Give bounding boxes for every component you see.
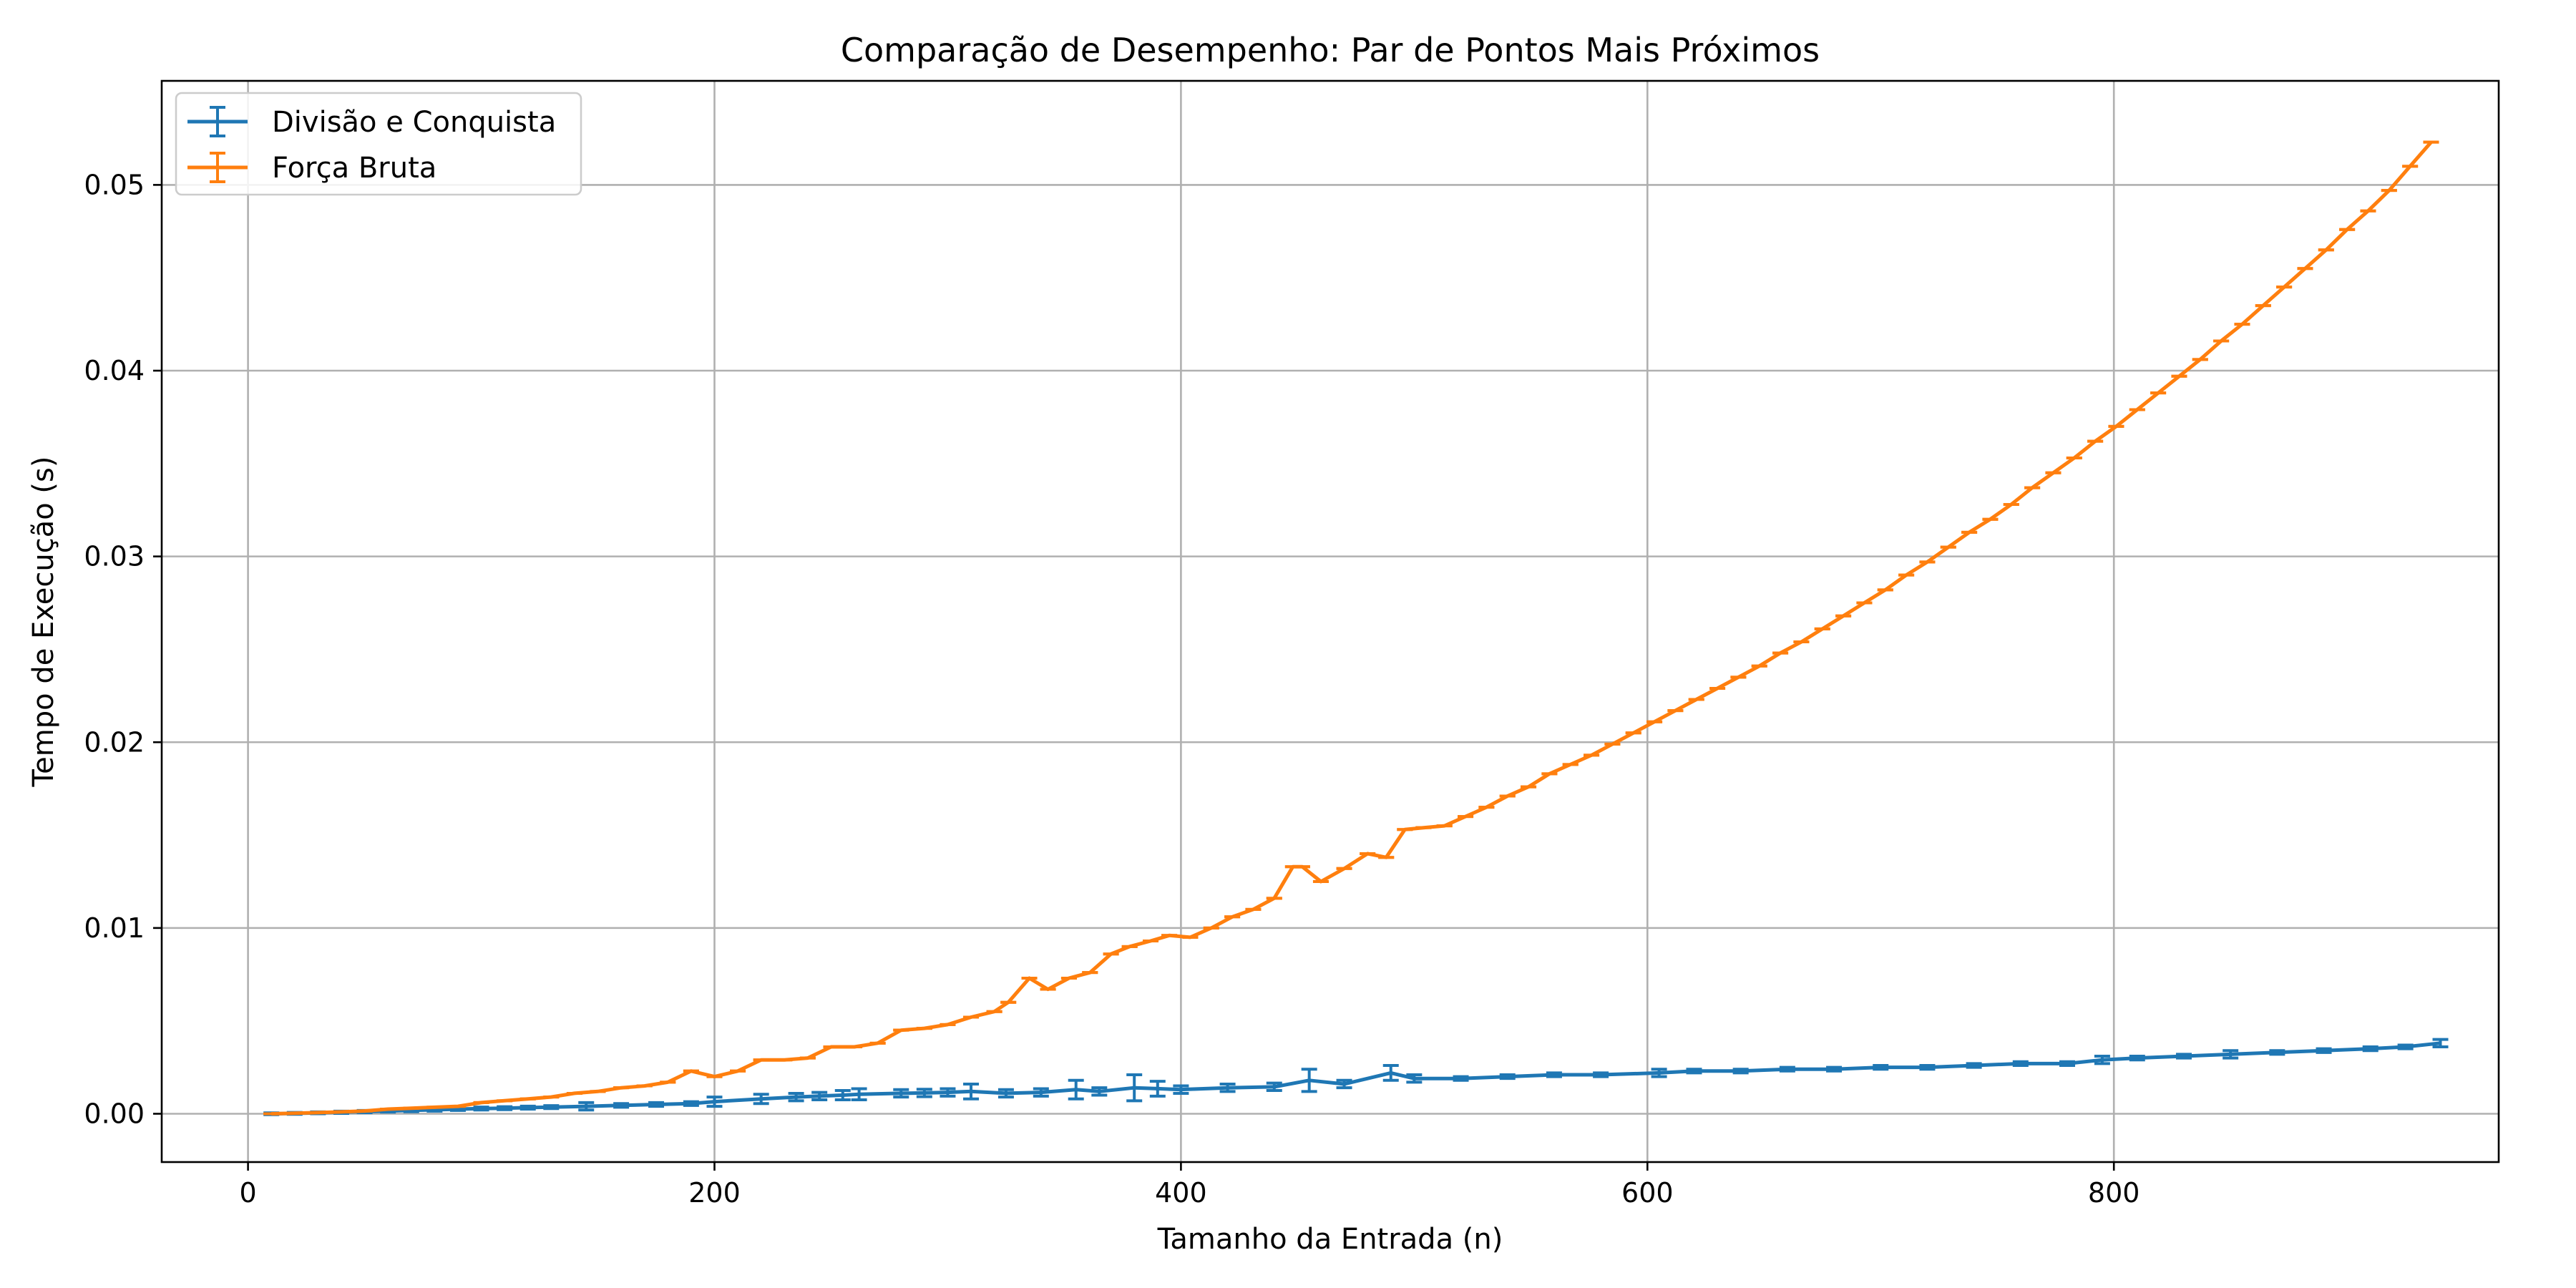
error-bar [1068, 1078, 1084, 1101]
error-bar [1546, 1071, 1562, 1078]
error-bar [2269, 1049, 2285, 1056]
series-layer [263, 140, 2449, 1116]
y-tick-label: 0.01 [84, 912, 145, 944]
error-bar [1033, 1087, 1049, 1098]
error-bar [1453, 1075, 1469, 1082]
y-tick-label: 0.03 [84, 541, 145, 572]
error-bar [1301, 1068, 1317, 1093]
error-bar [2175, 1053, 2192, 1060]
x-tick-label: 200 [688, 1177, 741, 1209]
error-bar [1266, 1081, 1282, 1093]
ticks: 0 200 400 600 800 0.00 0.01 0.02 0.03 0.04 0.05 [84, 169, 2140, 1209]
error-bar [2316, 1047, 2332, 1054]
error-bar [997, 1088, 1014, 1099]
error-bar [788, 1091, 804, 1103]
error-bar [2397, 1043, 2414, 1050]
error-bar [683, 1100, 699, 1107]
error-bar [2432, 1038, 2449, 1049]
error-bar [519, 1104, 536, 1111]
error-bar [811, 1091, 828, 1102]
legend-label: Divisão e Conquista [272, 106, 556, 139]
series-2 [263, 140, 2439, 1116]
legend: Divisão e Conquista Força Bruta [175, 92, 582, 196]
error-bar [893, 1088, 909, 1099]
series-1 [263, 1038, 2449, 1116]
error-bar [1779, 1065, 1795, 1073]
y-tick-label: 0.00 [84, 1098, 145, 1129]
x-axis-label: Tamanho da Entrada (n) [1157, 1223, 1503, 1256]
chart-title: Comparação de Desempenho: Par de Pontos … [841, 31, 1820, 69]
error-bar [1966, 1062, 1982, 1069]
error-bar [1149, 1080, 1166, 1098]
error-bar [2094, 1055, 2110, 1065]
error-bar [1499, 1073, 1516, 1080]
error-bar [834, 1089, 851, 1102]
x-tick-label: 600 [1621, 1177, 1674, 1209]
error-bar [963, 1082, 980, 1101]
x-tick-label: 0 [240, 1177, 257, 1209]
error-bar [753, 1093, 769, 1106]
error-bar [2129, 1055, 2145, 1062]
error-bar [2012, 1060, 2029, 1067]
legend-box [175, 92, 582, 196]
error-bar [1732, 1068, 1749, 1075]
error-bar [613, 1102, 630, 1109]
error-bar [1336, 1078, 1352, 1090]
error-bar [706, 1096, 723, 1108]
series-line [271, 141, 2433, 1116]
error-bar [2059, 1060, 2075, 1067]
error-bar [1173, 1084, 1189, 1095]
error-bar [648, 1101, 665, 1108]
legend-item: Força Bruta [187, 152, 436, 185]
error-bar [543, 1104, 560, 1111]
error-bar [1873, 1063, 1889, 1071]
y-tick-label: 0.04 [84, 355, 145, 386]
error-bar [940, 1087, 956, 1098]
x-tick-label: 400 [1155, 1177, 1207, 1209]
error-bar [1219, 1082, 1236, 1093]
legend-item: Divisão e Conquista [187, 106, 556, 139]
error-bar [1126, 1073, 1143, 1103]
error-bar [1826, 1065, 1843, 1073]
legend-label: Força Bruta [272, 152, 436, 185]
error-bar [1919, 1063, 1936, 1071]
error-bar [2362, 1045, 2379, 1053]
error-bar [1091, 1086, 1108, 1097]
error-bar [1686, 1068, 1702, 1075]
error-bar [916, 1088, 932, 1098]
y-tick-label: 0.02 [84, 726, 145, 758]
error-bar [1651, 1068, 1667, 1078]
y-axis-label: Tempo de Execução (s) [27, 457, 60, 788]
error-bar [578, 1101, 595, 1112]
series-line [271, 1041, 2441, 1116]
error-bar [851, 1087, 867, 1102]
error-bar [1382, 1063, 1399, 1082]
grid [162, 81, 2499, 1162]
error-bar [497, 1105, 513, 1111]
y-tick-label: 0.05 [84, 169, 145, 200]
axes-frame [160, 79, 2500, 1163]
x-tick-label: 800 [2088, 1177, 2140, 1209]
error-bar [1406, 1073, 1423, 1084]
error-bar [2223, 1049, 2239, 1060]
error-bar [1593, 1071, 1609, 1078]
error-bar [473, 1106, 489, 1112]
